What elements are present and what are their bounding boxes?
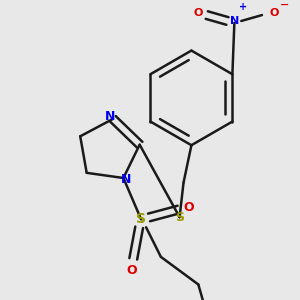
Text: O: O	[126, 264, 136, 277]
Text: N: N	[105, 110, 115, 123]
Text: −: −	[280, 0, 289, 10]
Text: N: N	[230, 16, 239, 26]
Text: S: S	[136, 212, 146, 226]
Text: O: O	[193, 8, 203, 18]
Text: +: +	[239, 2, 247, 12]
Text: S: S	[175, 211, 184, 224]
Text: N: N	[121, 173, 131, 187]
Text: O: O	[183, 201, 194, 214]
Text: O: O	[269, 8, 278, 18]
